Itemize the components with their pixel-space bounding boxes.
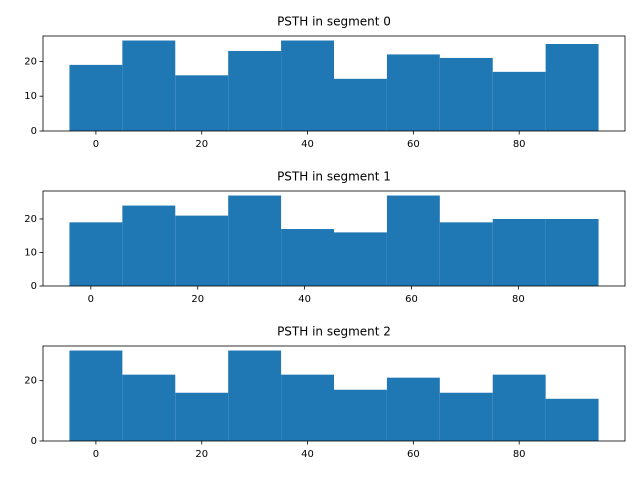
axes-frame xyxy=(42,190,626,287)
y-tick-label: 20 xyxy=(24,56,37,67)
bar xyxy=(545,218,599,286)
bar xyxy=(386,377,440,441)
x-tick-label: 40 xyxy=(301,139,314,150)
bar xyxy=(281,374,334,441)
bar xyxy=(69,222,123,286)
x-tick-label: 60 xyxy=(405,294,418,305)
y-tick-label: 0 xyxy=(31,126,37,137)
axes-frame xyxy=(42,345,626,442)
y-tick-label: 20 xyxy=(24,376,37,387)
bar xyxy=(228,50,282,131)
bar xyxy=(334,389,387,441)
bar xyxy=(122,374,176,441)
x-tick-label: 60 xyxy=(407,449,420,460)
y-tick-label: 0 xyxy=(31,281,37,292)
bar xyxy=(69,64,123,131)
bar xyxy=(228,195,282,286)
bar xyxy=(334,232,387,286)
x-tick-label: 40 xyxy=(301,449,314,460)
chart-title: PSTH in segment 1 xyxy=(277,170,391,184)
x-tick-label: 80 xyxy=(513,449,526,460)
bar xyxy=(69,350,123,441)
x-tick-label: 40 xyxy=(298,294,311,305)
bar xyxy=(281,229,334,286)
x-tick-label: 80 xyxy=(513,139,526,150)
bar xyxy=(439,392,493,441)
y-tick-label: 0 xyxy=(31,436,37,447)
bar xyxy=(281,40,334,131)
bar xyxy=(545,398,599,441)
x-tick-label: 0 xyxy=(93,139,99,150)
chart-title: PSTH in segment 0 xyxy=(277,15,391,29)
bar xyxy=(439,222,493,286)
x-tick-label: 20 xyxy=(191,294,204,305)
bar xyxy=(386,54,440,131)
bar xyxy=(492,374,546,441)
bar xyxy=(228,350,282,441)
axes-frame xyxy=(42,35,626,132)
y-tick-label: 10 xyxy=(24,247,37,258)
bar xyxy=(545,44,599,131)
x-tick-label: 0 xyxy=(88,294,94,305)
chart-title: PSTH in segment 2 xyxy=(277,325,391,339)
y-tick-label: 20 xyxy=(24,214,37,225)
x-tick-label: 20 xyxy=(195,139,208,150)
bar xyxy=(122,40,176,131)
bar xyxy=(334,78,387,131)
bar xyxy=(122,205,176,286)
bar xyxy=(492,71,546,131)
bar xyxy=(175,75,229,131)
bar xyxy=(439,57,493,131)
x-tick-label: 60 xyxy=(407,139,420,150)
bar xyxy=(175,392,229,441)
x-tick-label: 80 xyxy=(512,294,525,305)
bar xyxy=(386,195,440,286)
x-tick-label: 20 xyxy=(195,449,208,460)
bar xyxy=(175,215,229,286)
bar xyxy=(492,218,546,286)
y-tick-label: 10 xyxy=(24,91,37,102)
x-tick-label: 0 xyxy=(93,449,99,460)
